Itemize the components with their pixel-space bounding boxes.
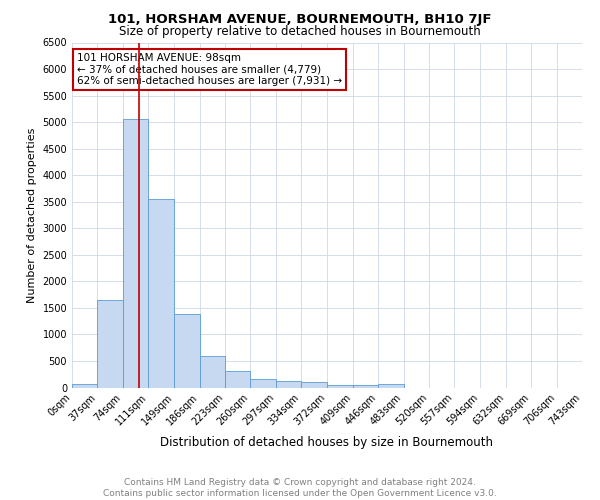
Bar: [328, 385, 353, 388]
Bar: [276, 382, 301, 388]
Bar: [200, 356, 225, 388]
Bar: [301, 382, 326, 388]
Bar: [225, 372, 250, 388]
Text: 101 HORSHAM AVENUE: 98sqm
← 37% of detached houses are smaller (4,779)
62% of se: 101 HORSHAM AVENUE: 98sqm ← 37% of detac…: [77, 53, 342, 86]
Bar: [148, 198, 173, 388]
Bar: [174, 314, 200, 388]
Bar: [72, 384, 97, 388]
X-axis label: Distribution of detached houses by size in Bournemouth: Distribution of detached houses by size …: [161, 436, 493, 448]
Bar: [123, 120, 148, 388]
Text: Size of property relative to detached houses in Bournemouth: Size of property relative to detached ho…: [119, 25, 481, 38]
Text: Contains HM Land Registry data © Crown copyright and database right 2024.
Contai: Contains HM Land Registry data © Crown c…: [103, 478, 497, 498]
Text: 101, HORSHAM AVENUE, BOURNEMOUTH, BH10 7JF: 101, HORSHAM AVENUE, BOURNEMOUTH, BH10 7…: [108, 12, 492, 26]
Bar: [353, 386, 378, 388]
Bar: [97, 300, 123, 388]
Bar: [378, 384, 404, 388]
Y-axis label: Number of detached properties: Number of detached properties: [27, 128, 37, 302]
Bar: [250, 380, 276, 388]
